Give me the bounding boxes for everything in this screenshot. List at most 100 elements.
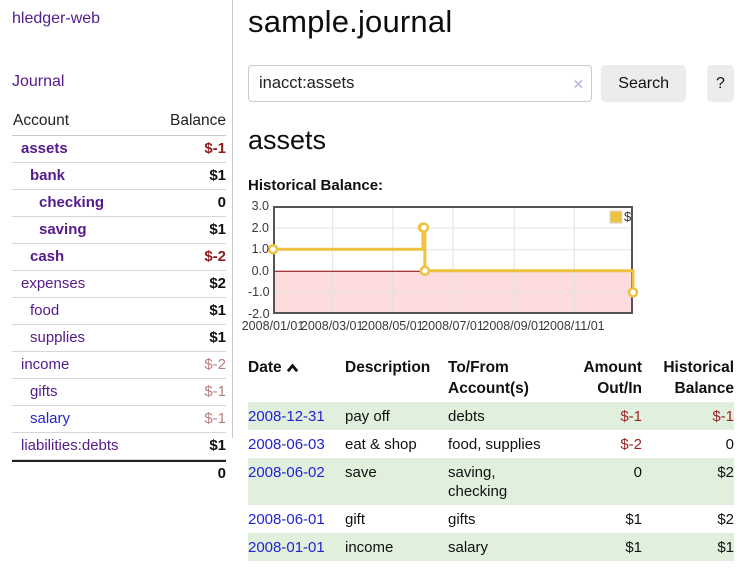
accounts-header-account: Account (12, 112, 152, 136)
register-cell-amount: $1 (625, 511, 642, 528)
register-cell-accounts: salary (448, 539, 489, 556)
search-button[interactable]: Search (601, 65, 686, 102)
register-cell-accounts: debts (448, 408, 485, 425)
account-row: saving $1 (12, 217, 226, 244)
account-heading: assets (248, 125, 327, 155)
y-axis-tick-label: 2.0 (251, 220, 269, 235)
register-cell-description: income (345, 539, 394, 556)
register-table-body: 2008-12-31 pay off debts $-1 $-1 2008-06-03 ea… (248, 402, 734, 561)
transaction-date-link[interactable]: 2008-06-02 (248, 464, 325, 481)
register-cell-description: pay off (345, 408, 390, 425)
account-row: salary $-1 (12, 406, 226, 433)
accounts-total-value: 0 (151, 460, 226, 487)
account-balance: $-1 (151, 379, 226, 406)
account-link[interactable]: assets (21, 140, 68, 157)
account-balance: $-1 (151, 136, 226, 163)
account-row: cash $-2 (12, 244, 226, 271)
sidebar-item-journal[interactable]: Journal (12, 73, 65, 90)
register-cell-accounts: gifts (448, 511, 476, 528)
account-link[interactable]: checking (39, 194, 105, 211)
transaction-date-link[interactable]: 2008-06-01 (248, 511, 325, 528)
x-axis-tick-label: 2008/07/01 (421, 319, 484, 333)
register-cell-amount: $-2 (620, 436, 642, 453)
account-link[interactable]: supplies (30, 329, 86, 346)
account-balance: $1 (151, 163, 226, 190)
register-row: 2008-01-01 income salary $1 $1 (248, 533, 734, 561)
account-row: bank $1 (12, 163, 226, 190)
account-link[interactable]: gifts (30, 383, 58, 400)
account-link[interactable]: income (21, 356, 70, 373)
register-cell-amount: $1 (625, 539, 642, 556)
register-cell-balance: $2 (717, 464, 734, 481)
register-cell-date: 2008-01-01 (248, 533, 345, 561)
y-axis-tick-label: -1.0 (248, 285, 270, 300)
account-balance: $1 (151, 433, 226, 460)
register-cell-description: gift (345, 511, 366, 528)
account-link[interactable]: bank (30, 167, 66, 184)
account-balance: $1 (151, 217, 226, 244)
sort-ascending-icon (286, 363, 298, 373)
register-row: 2008-06-03 eat & shop food, supplies $-2 0 (248, 430, 734, 458)
search-input-wrap: × (248, 65, 593, 102)
register-cell-date: 2008-06-02 (248, 458, 345, 505)
transaction-date-link[interactable]: 2008-01-01 (248, 539, 325, 556)
account-balance: $-2 (151, 352, 226, 379)
register-cell-date: 2008-12-31 (248, 402, 345, 430)
register-cell-balance: $2 (717, 511, 734, 528)
search-bar: × Search ? (248, 65, 734, 102)
account-link[interactable]: expenses (21, 275, 86, 292)
sidebar: hledger-web Journal Account Balance asse… (0, 0, 233, 482)
register-header-balance: Historical Balance (663, 359, 734, 397)
register-table: Date Description To/From Account(s) Amou… (248, 355, 734, 561)
account-row: assets $-1 (12, 136, 226, 163)
y-axis-tick-label: 3.0 (251, 198, 269, 213)
register-cell-balance: $-1 (712, 408, 734, 425)
y-axis-tick-label: -2.0 (248, 306, 270, 321)
register-row: 2008-12-31 pay off debts $-1 $-1 (248, 402, 734, 430)
register-cell-balance: $1 (717, 539, 734, 556)
register-header-description: Description (345, 359, 431, 376)
register-header-date[interactable]: Date (248, 355, 345, 402)
search-input[interactable] (248, 65, 593, 102)
register-cell-amount: 0 (633, 464, 642, 481)
register-row: 2008-06-02 save saving, checking 0 $2 (248, 458, 734, 505)
register-header-amount: Amount Out/In (583, 359, 642, 397)
register-cell-accounts: food, supplies (448, 436, 541, 453)
transaction-date-link[interactable]: 2008-12-31 (248, 408, 325, 425)
account-balance: $2 (151, 271, 226, 298)
account-row: gifts $-1 (12, 379, 226, 406)
accounts-table-body: assets $-1 bank $1 checking 0 saving $1 cash $-2 e… (12, 136, 226, 460)
accounts-total-row: 0 (12, 460, 226, 487)
chart-plot: $ (267, 206, 639, 314)
accounts-table: Account Balance assets $-1 bank $1 checking 0… (12, 112, 226, 487)
account-balance: $1 (151, 325, 226, 352)
account-balance: $-2 (151, 244, 226, 271)
app-title-link[interactable]: hledger-web (12, 10, 101, 27)
x-axis-tick-label: 2008/05/01 (361, 319, 424, 333)
account-row: income $-2 (12, 352, 226, 379)
account-link[interactable]: salary (30, 410, 71, 427)
transaction-date-link[interactable]: 2008-06-03 (248, 436, 325, 453)
account-row: supplies $1 (12, 325, 226, 352)
chart-heading: Historical Balance: (248, 177, 384, 194)
account-balance: 0 (151, 190, 226, 217)
x-axis-tick-label: 2008/01/01 (241, 319, 305, 333)
x-axis-tick-label: 2008/09/01 (482, 319, 545, 333)
y-axis-tick-label: 1.0 (251, 241, 269, 256)
account-link[interactable]: saving (39, 221, 87, 238)
register-cell-date: 2008-06-01 (248, 505, 345, 533)
accounts-total-spacer (12, 460, 152, 487)
account-link[interactable]: food (30, 302, 60, 319)
page-title: sample.journal (248, 4, 453, 39)
register-cell-description: eat & shop (345, 436, 417, 453)
account-link[interactable]: cash (30, 248, 65, 265)
clear-search-icon[interactable]: × (573, 74, 584, 93)
account-link[interactable]: liabilities:debts (21, 437, 119, 454)
account-balance: $-1 (151, 406, 226, 433)
help-button[interactable]: ? (707, 65, 734, 102)
register-header-accounts: To/From Account(s) (448, 359, 529, 397)
accounts-header-balance: Balance (151, 112, 226, 136)
register-cell-amount: $-1 (620, 408, 642, 425)
x-axis-tick-label: 2008/03/01 (300, 319, 364, 333)
register-row: 2008-06-01 gift gifts $1 $2 (248, 505, 734, 533)
